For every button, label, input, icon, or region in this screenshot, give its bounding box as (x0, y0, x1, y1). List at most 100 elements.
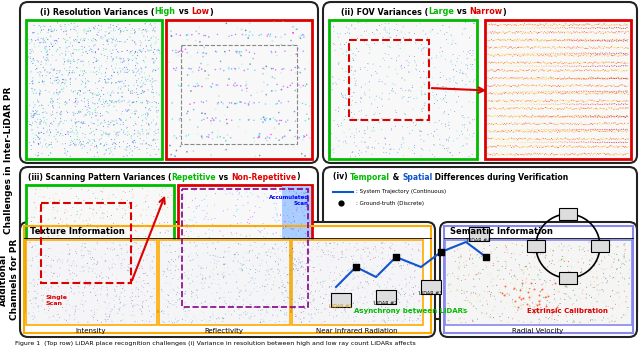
Point (118, 130, 129, 136)
Point (361, 113, 371, 118)
Point (354, 307, 364, 313)
Point (524, 294, 534, 299)
Point (140, 246, 150, 251)
Point (541, 114, 552, 120)
Point (52, 302, 62, 308)
Point (512, 105, 522, 110)
Point (606, 243, 616, 248)
Point (512, 91, 522, 96)
Point (437, 84, 447, 89)
Point (601, 114, 611, 120)
Point (129, 90, 140, 95)
Point (509, 144, 519, 150)
Point (607, 264, 617, 270)
Point (543, 137, 553, 142)
Point (558, 98, 568, 103)
Point (477, 291, 487, 296)
Point (48, 258, 58, 263)
Point (175, 143, 186, 149)
Point (621, 144, 631, 149)
Point (194, 262, 204, 268)
Point (583, 90, 593, 96)
Point (532, 309, 542, 314)
Point (504, 151, 515, 157)
Point (325, 272, 335, 278)
Point (279, 291, 289, 297)
Point (413, 285, 424, 290)
Point (519, 76, 529, 81)
Point (386, 34, 396, 40)
Point (36, 231, 46, 237)
Point (124, 67, 134, 73)
Point (128, 219, 138, 224)
Point (598, 84, 609, 89)
Point (451, 293, 461, 299)
Point (484, 289, 494, 294)
Point (572, 68, 582, 73)
Point (239, 268, 249, 274)
Point (330, 291, 340, 296)
Point (584, 102, 594, 107)
Point (75, 92, 85, 98)
Point (527, 300, 538, 306)
Point (65, 313, 75, 318)
Point (131, 228, 141, 233)
Point (552, 121, 563, 127)
Point (615, 317, 625, 323)
Point (83, 256, 93, 262)
Point (486, 129, 497, 134)
Point (60, 232, 70, 238)
Point (155, 245, 165, 251)
Point (262, 138, 272, 143)
Point (111, 61, 122, 67)
Point (77, 79, 88, 84)
Point (165, 143, 175, 148)
Point (247, 248, 257, 253)
Point (527, 143, 537, 149)
Point (49, 201, 60, 206)
Point (281, 252, 291, 258)
Point (541, 51, 552, 57)
Point (571, 144, 581, 149)
Point (607, 53, 618, 58)
Point (416, 119, 426, 125)
Point (111, 289, 121, 294)
Point (217, 297, 227, 302)
Point (32, 112, 42, 117)
Point (378, 55, 388, 61)
Point (57, 266, 67, 271)
Point (234, 65, 244, 71)
Point (44, 143, 54, 148)
Point (374, 77, 385, 82)
Point (84, 137, 94, 142)
Point (603, 59, 613, 65)
Point (57, 50, 67, 56)
Point (438, 84, 449, 89)
Point (243, 283, 253, 288)
Point (492, 274, 502, 280)
Point (547, 114, 557, 120)
Point (46, 26, 56, 32)
Point (353, 117, 364, 122)
Point (617, 275, 627, 280)
Point (496, 318, 506, 324)
Point (616, 60, 626, 66)
Point (607, 91, 617, 97)
Point (579, 82, 589, 88)
Point (506, 267, 516, 273)
Point (486, 44, 497, 50)
Point (494, 64, 504, 69)
Point (576, 61, 586, 66)
Point (25, 47, 35, 53)
Point (468, 276, 479, 282)
Point (573, 129, 584, 134)
Point (614, 90, 625, 95)
Point (61, 32, 72, 37)
Point (586, 269, 596, 275)
Point (108, 221, 118, 226)
Point (614, 257, 624, 263)
Point (108, 57, 118, 62)
Point (72, 223, 83, 229)
Point (565, 45, 575, 51)
Point (156, 309, 166, 315)
